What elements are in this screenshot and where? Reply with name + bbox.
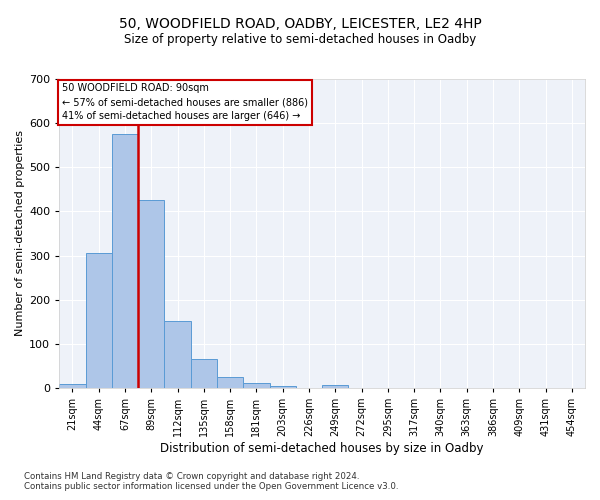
Bar <box>191 359 217 388</box>
X-axis label: Distribution of semi-detached houses by size in Oadby: Distribution of semi-detached houses by … <box>160 442 484 455</box>
Text: 50 WOODFIELD ROAD: 90sqm
← 57% of semi-detached houses are smaller (886)
41% of : 50 WOODFIELD ROAD: 90sqm ← 57% of semi-d… <box>62 84 308 122</box>
Text: Size of property relative to semi-detached houses in Oadby: Size of property relative to semi-detach… <box>124 32 476 46</box>
Bar <box>138 200 164 388</box>
Bar <box>164 321 191 388</box>
Bar <box>244 382 269 388</box>
Bar <box>112 134 138 388</box>
Text: Contains public sector information licensed under the Open Government Licence v3: Contains public sector information licen… <box>24 482 398 491</box>
Bar <box>217 377 244 388</box>
Bar <box>322 386 349 388</box>
Text: 50, WOODFIELD ROAD, OADBY, LEICESTER, LE2 4HP: 50, WOODFIELD ROAD, OADBY, LEICESTER, LE… <box>119 18 481 32</box>
Text: Contains HM Land Registry data © Crown copyright and database right 2024.: Contains HM Land Registry data © Crown c… <box>24 472 359 481</box>
Bar <box>86 254 112 388</box>
Y-axis label: Number of semi-detached properties: Number of semi-detached properties <box>15 130 25 336</box>
Bar <box>59 384 86 388</box>
Bar <box>269 386 296 388</box>
